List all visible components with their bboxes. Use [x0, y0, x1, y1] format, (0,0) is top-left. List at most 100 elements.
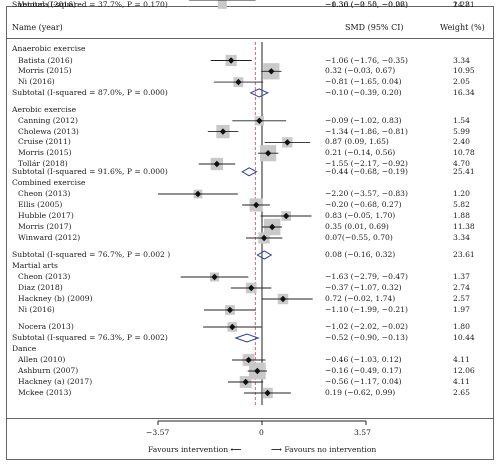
smd-ci-value: −0.44 (−0.68, −0.19)	[325, 166, 408, 176]
weight-value: 23.61	[453, 250, 475, 259]
header-weight: Weight (%)	[440, 23, 485, 32]
smd-ci-value: −2.20 (−3.57, −0.83)	[325, 189, 408, 198]
smd-ci-value: −0.46 (−1.03, 0.12)	[325, 355, 402, 364]
weight-value: 3.34	[453, 233, 470, 242]
study-label: Hubble (2017)	[18, 211, 74, 220]
arrow-left-icon: ⟵	[230, 445, 242, 454]
smd-ci-value: 0.07(−0.55, 0.70)	[325, 233, 393, 242]
study-point-estimate	[213, 160, 221, 168]
study-label: Tollár (2018)	[18, 159, 68, 168]
subtotal-diamond	[234, 333, 260, 343]
study-label: Cholewa (2013)	[18, 126, 79, 136]
study-point-estimate	[248, 284, 255, 292]
smd-ci-value: −0.16 (−0.49, 0.17)	[325, 366, 402, 375]
subtotal-label: Subtotal (I-squared = 91.6%, P = 0.000)	[12, 166, 168, 176]
study-label: Ellis (2005)	[18, 200, 63, 209]
study-label: Canning (2012)	[18, 115, 78, 125]
study-label: Cheon (2013)	[18, 189, 71, 198]
smd-ci-value: 0.21 (−0.14, 0.56)	[325, 148, 396, 158]
weight-value: 16.34	[453, 87, 475, 97]
study-point-estimate	[211, 273, 218, 281]
weight-value: 24.21	[453, 0, 475, 9]
weight-value: 1.20	[453, 189, 470, 198]
x-tick-label-right: 3.57	[354, 428, 371, 437]
study-label: Diaz (2018)	[18, 283, 63, 292]
group-label: Dance	[12, 344, 37, 353]
smd-ci-value: −0.52 (−0.90, −0.13)	[325, 333, 408, 342]
study-point-estimate	[260, 234, 268, 242]
study-label: Winward (2012)	[18, 233, 81, 242]
weight-value: 1.28	[453, 0, 470, 9]
study-label: Cruise (2011)	[18, 137, 71, 147]
smd-ci-value: 0.83 (−0.05, 1.70)	[325, 211, 396, 220]
study-label: Morris (2017)	[18, 222, 72, 231]
study-point-estimate	[264, 389, 271, 397]
weight-value: 1.54	[453, 115, 470, 125]
smd-ci-value: −0.20 (−0.68, 0.27)	[325, 200, 402, 209]
weight-value: 25.41	[453, 166, 475, 176]
study-point-estimate	[264, 150, 272, 157]
subtotal-diamond	[249, 88, 270, 98]
study-point-estimate	[226, 306, 234, 314]
weight-value: 4.11	[453, 377, 470, 386]
header-name: Name (year)	[12, 23, 63, 32]
x-tick-label-left: −3.57	[146, 428, 170, 437]
weight-value: 1.80	[453, 322, 470, 331]
weight-value: 1.37	[453, 272, 470, 281]
smd-ci-value: −0.56 (−1.17, 0.04)	[325, 377, 402, 386]
group-label: Aerobic exercise	[12, 105, 77, 114]
group-label: Combined exercise	[12, 178, 86, 187]
group-label: Anaerobic exercise	[12, 44, 86, 53]
arrow-right-icon: ⟶	[271, 445, 282, 454]
study-label: Morris (2015)	[18, 66, 72, 76]
favours-left-text: Favours intervention	[148, 445, 229, 454]
smd-ci-value: 0.19 (−0.62, 0.99)	[325, 388, 396, 397]
study-label: Batista (2016)	[18, 55, 73, 65]
study-label: Ni (2016)	[18, 305, 55, 314]
study-label: Hackney (b) (2009)	[18, 294, 93, 303]
study-label: Ventura (2016)	[18, 0, 76, 9]
study-point-estimate	[254, 367, 261, 375]
study-label: Allen (2010)	[18, 355, 66, 364]
weight-value: 5.82	[453, 200, 470, 209]
study-point-estimate	[194, 190, 202, 198]
study-label: Ashburn (2007)	[18, 366, 79, 375]
smd-ci-value: 0.35 (0.01, 0.69)	[325, 222, 389, 231]
subtotal-label: Subtotal (I-squared = 76.3%, P = 0.002)	[12, 333, 168, 342]
smd-ci-value: 0.87 (0.09, 1.65)	[325, 137, 389, 147]
study-point-estimate	[284, 139, 291, 146]
weight-value: 11.38	[453, 222, 475, 231]
weight-value: 4.70	[453, 159, 470, 168]
weight-value: 10.44	[453, 333, 475, 342]
smd-ci-value: −1.36 (−2.50, −0.22)	[325, 0, 408, 9]
weight-value: 12.06	[453, 366, 475, 375]
smd-ci-value: 0.32 (−0.03, 0.67)	[325, 66, 396, 76]
subtotal-label: Subtotal (I-squared = 37.7%, P = 0.170)	[12, 0, 168, 9]
study-point-estimate	[256, 117, 263, 124]
study-label: Morris (2015)	[18, 148, 72, 158]
header-rule	[6, 38, 494, 39]
subtotal-label: Subtotal (I-squared = 76.7%, P = 0.002 )	[12, 250, 171, 259]
study-point-estimate	[268, 68, 275, 75]
group-label: Martial arts	[12, 261, 58, 270]
study-label: Nocera (2013)	[18, 322, 74, 331]
smd-ci-value: −1.02 (−2.02, −0.02)	[325, 322, 408, 331]
weight-value: 10.95	[453, 66, 475, 76]
smd-ci-value: −1.10 (−1.99, −0.21)	[325, 305, 408, 314]
weight-value: 3.34	[453, 55, 470, 65]
favours-right-text: Favours no intervention	[284, 445, 377, 454]
study-point-estimate	[227, 57, 235, 64]
study-point-estimate	[252, 201, 260, 209]
study-point-estimate	[245, 356, 252, 364]
study-weight-box	[217, 0, 227, 9]
favours-right-label: ⟶ Favours no intervention	[271, 445, 376, 454]
study-point-estimate	[282, 212, 290, 220]
weight-value: 2.65	[453, 388, 470, 397]
study-label: Cheon (2013)	[18, 272, 71, 281]
footer-rule	[6, 418, 494, 419]
study-point-estimate	[235, 78, 242, 86]
smd-ci-value: −0.37 (−1.07, 0.32)	[325, 283, 402, 292]
study-point-estimate	[242, 378, 249, 386]
weight-value: 2.74	[453, 283, 470, 292]
